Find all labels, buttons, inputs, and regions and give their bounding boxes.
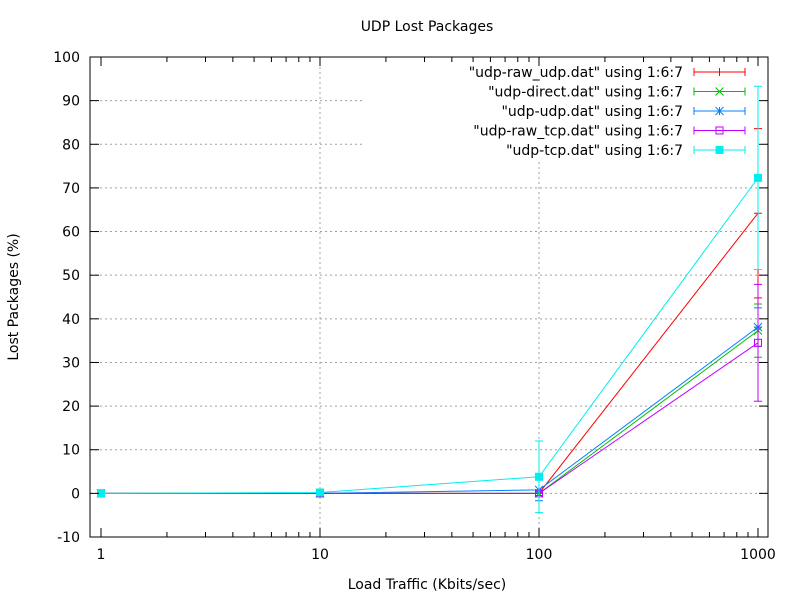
legend: "udp-raw_udp.dat" using 1:6:7 "udp-direct… (469, 65, 746, 159)
y-tick-label: 100 (53, 50, 80, 66)
series-group (96, 85, 763, 514)
x-tick-label: 100 (526, 547, 553, 563)
y-tick-label: 30 (62, 355, 80, 371)
x-tick-label: 10 (311, 547, 329, 563)
legend-line (693, 126, 746, 135)
y-axis-label: Lost Packages (%) (6, 233, 22, 360)
legend-marker (715, 146, 724, 154)
legend-label: "udp-raw_tcp.dat" using 1:6:7 (473, 124, 683, 140)
y-tick-label: 50 (62, 268, 80, 284)
legend-label: "udp-udp.dat" using 1:6:7 (501, 104, 683, 120)
y-tick-label: 10 (62, 443, 80, 459)
series-4 (97, 85, 762, 514)
y-tick-label: 80 (62, 137, 80, 153)
y-tick-label: 90 (62, 94, 80, 110)
y-tick-label: 60 (62, 225, 80, 241)
data-point (754, 338, 762, 347)
data-point (97, 489, 105, 498)
y-tick-label: 20 (62, 399, 80, 415)
legend-label: "udp-tcp.dat" using 1:6:7 (506, 143, 683, 159)
legend-marker (715, 126, 724, 135)
legend-label: "udp-direct.dat" using 1:6:7 (488, 85, 683, 101)
legend-label: "udp-raw_udp.dat" using 1:6:7 (469, 65, 683, 81)
x-tick-label: 1000 (740, 547, 776, 563)
legend-marker (715, 106, 724, 116)
chart-title: UDP Lost Packages (361, 19, 494, 35)
y-tick-label: 0 (71, 486, 80, 502)
data-point (535, 472, 543, 481)
legend-background (362, 60, 766, 160)
series-line (100, 177, 759, 494)
x-axis-label: Load Traffic (Kbits/sec) (348, 577, 507, 593)
plot-border (89, 56, 769, 538)
y-tick-label: 40 (62, 312, 80, 328)
legend-marker (715, 68, 724, 76)
x-tick-label: 1 (97, 547, 106, 563)
y-tick-label: -10 (57, 530, 80, 546)
data-point (754, 173, 762, 182)
y-tick-label: 70 (62, 181, 80, 197)
data-point (316, 488, 324, 497)
error-bar (754, 283, 762, 402)
legend-marker (715, 87, 724, 96)
